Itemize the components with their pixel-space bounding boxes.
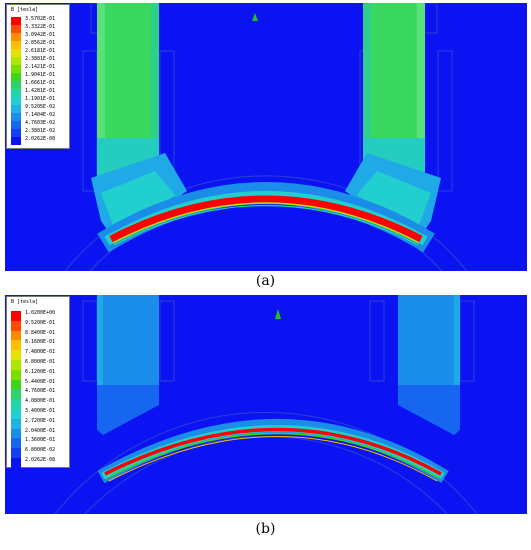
legend-swatch xyxy=(11,399,21,409)
legend-value: 1.9041E-01 xyxy=(25,72,56,78)
legend-swatch xyxy=(11,89,21,97)
legend-value: 3.3322E-01 xyxy=(25,24,56,30)
legend-value: 2.6181E-01 xyxy=(25,48,56,54)
legend-value: 3.0942E-01 xyxy=(25,32,56,38)
flux-band-b xyxy=(104,427,442,476)
legend-swatch xyxy=(11,25,21,33)
legend-swatch xyxy=(11,428,21,439)
legend-swatch xyxy=(11,458,21,468)
caption-b: (b) xyxy=(255,521,276,537)
legend-value: 8.8400E-01 xyxy=(25,329,56,336)
legend-swatch xyxy=(11,17,21,25)
legend-value: 4.0800E-01 xyxy=(25,398,56,405)
legend-value: 9.5200E-01 xyxy=(25,319,56,326)
legend-value: 4.7600E-01 xyxy=(25,388,56,395)
legend-swatch xyxy=(11,137,21,145)
legend-value: 1.4281E-01 xyxy=(25,88,56,94)
legend-value: 3.4000E-01 xyxy=(25,408,56,414)
legend-value: 5.4400E-01 xyxy=(25,378,56,385)
legend-value: 6.8000E-01 xyxy=(25,359,56,365)
legend-value: 2.3801E-01 xyxy=(25,56,56,62)
left-pole-b xyxy=(97,295,159,435)
legend-swatch xyxy=(11,41,21,49)
legend-swatch xyxy=(11,81,21,89)
legend-value: 6.8000E-02 xyxy=(25,447,56,454)
legend-a: B [tesla] 3.5702E-01 3.3322E-01 3.0942E-01… xyxy=(6,4,70,149)
legend-swatch xyxy=(11,340,21,351)
legend-swatch xyxy=(11,105,21,113)
flux-density-map-a xyxy=(5,3,527,271)
legend-value: 7.1404E-02 xyxy=(25,112,56,118)
legend-swatch xyxy=(11,448,21,458)
legend-value: 2.0262E-08 xyxy=(25,136,56,142)
legend-value: 7.4800E-01 xyxy=(25,349,56,356)
legend-value: 4.7603E-02 xyxy=(25,120,56,126)
legend-swatch xyxy=(11,418,21,429)
legend-title-a: B [tesla] xyxy=(11,7,39,13)
legend-swatch xyxy=(11,350,21,360)
legend-value: 2.0400E-01 xyxy=(25,427,56,434)
legend-swatch xyxy=(11,73,21,81)
legend-swatch xyxy=(11,97,21,105)
legend-value: 2.7200E-01 xyxy=(25,417,56,424)
legend-b: B [tesla] 1.0200E+00 9.5200E-01 8.8400E-01… xyxy=(6,296,70,468)
right-pole-a xyxy=(341,3,441,243)
legend-swatch xyxy=(11,49,21,57)
legend-value: 1.3600E-01 xyxy=(25,437,56,444)
legend-swatch xyxy=(11,409,21,419)
flux-density-map-b xyxy=(5,295,527,514)
legend-value: 8.1600E-01 xyxy=(25,339,56,346)
legend-swatch xyxy=(11,438,21,449)
legend-value: 3.5702E-01 xyxy=(25,16,56,22)
flux-band-a xyxy=(109,195,423,243)
legend-value: 2.0262E-08 xyxy=(25,457,56,463)
field-plot-b: B [tesla] 1.0200E+00 9.5200E-01 8.8400E-01… xyxy=(5,295,527,514)
legend-swatch xyxy=(11,65,21,73)
caption-a: (a) xyxy=(255,273,276,289)
legend-value: 1.6661E-01 xyxy=(25,80,56,86)
legend-swatch xyxy=(11,389,21,400)
legend-swatch xyxy=(11,311,21,321)
legend-value: 2.3801E-02 xyxy=(25,128,56,134)
legend-value: 6.1200E-01 xyxy=(25,368,56,375)
marker-triangle-a xyxy=(252,13,258,21)
legend-value: 1.0200E+00 xyxy=(25,310,56,316)
legend-swatch xyxy=(11,369,21,380)
legend-value: 2.8562E-01 xyxy=(25,40,56,46)
legend-swatch xyxy=(11,129,21,137)
legend-value: 1.1901E-01 xyxy=(25,96,56,102)
legend-value: 2.1421E-01 xyxy=(25,64,56,70)
legend-title-b: B [tesla] xyxy=(11,299,39,305)
legend-swatch xyxy=(11,320,21,331)
legend-swatch xyxy=(11,121,21,129)
legend-swatch xyxy=(11,360,21,370)
legend-swatch xyxy=(11,33,21,41)
legend-value: 9.5205E-02 xyxy=(25,104,56,110)
marker-triangle-b xyxy=(275,309,281,319)
legend-swatch xyxy=(11,330,21,341)
legend-swatch xyxy=(11,113,21,121)
legend-swatch xyxy=(11,57,21,65)
legend-swatch xyxy=(11,379,21,390)
field-plot-a: B [tesla] 3.5702E-01 3.3322E-01 3.0942E-01… xyxy=(5,3,527,271)
right-pole-b xyxy=(398,295,460,435)
